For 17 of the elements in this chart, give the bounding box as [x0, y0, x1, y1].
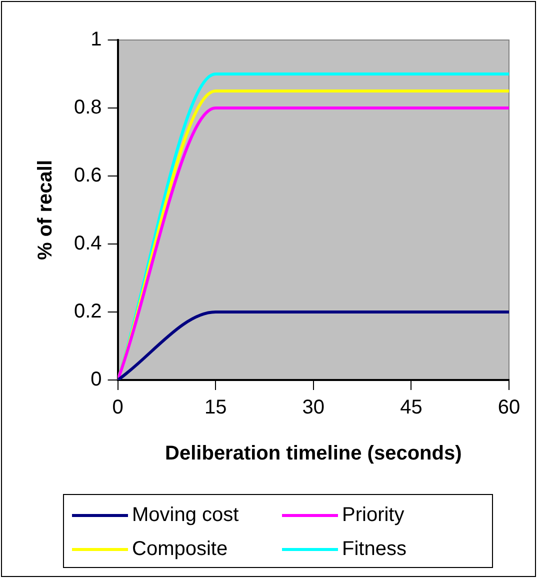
legend-label: Priority	[342, 504, 404, 527]
y-axis-title: % of recall	[34, 160, 57, 260]
y-tick-label: 0	[90, 368, 102, 391]
x-tick-label: 0	[112, 396, 124, 419]
y-tick-label: 0.6	[74, 164, 102, 187]
x-tick-label: 30	[302, 396, 325, 419]
y-tick-label: 0.8	[74, 96, 102, 119]
y-tick-label: 0.2	[74, 300, 102, 323]
y-tick-label: 1	[90, 28, 102, 51]
x-axis-title: Deliberation timeline (seconds)	[165, 442, 462, 465]
legend-label: Moving cost	[132, 504, 239, 527]
x-tick-label: 60	[498, 396, 520, 419]
x-tick-label: 45	[400, 396, 422, 419]
legend-label: Fitness	[342, 538, 406, 561]
legend-label: Composite	[132, 538, 228, 561]
y-tick-label: 0.4	[74, 232, 102, 255]
x-tick-label: 15	[204, 396, 227, 419]
